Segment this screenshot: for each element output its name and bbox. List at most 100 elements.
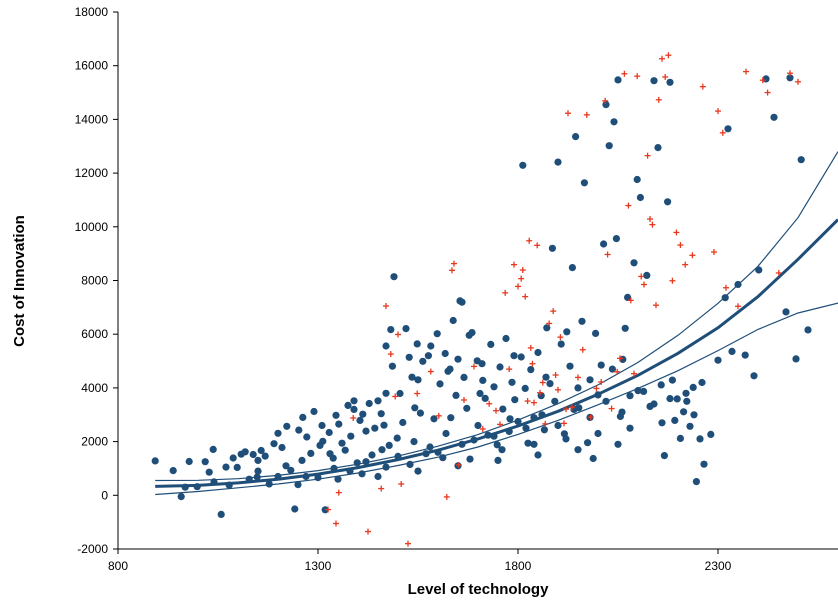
data-point-dot — [350, 405, 358, 413]
data-point-dot — [439, 454, 447, 462]
data-point-dot — [427, 342, 435, 350]
data-point-dot — [413, 340, 421, 348]
data-point-cross — [659, 55, 665, 62]
data-point-dot — [468, 329, 476, 337]
data-point-dot — [498, 446, 506, 454]
data-point-cross — [575, 374, 581, 381]
data-point-dot — [496, 363, 504, 371]
data-point-dot — [741, 351, 749, 359]
data-point-dot — [734, 280, 742, 289]
data-point-dot — [572, 133, 580, 141]
data-point-dot — [347, 432, 355, 440]
data-point-dot — [594, 391, 602, 399]
data-point-dot — [519, 161, 527, 169]
data-point-dot — [414, 467, 422, 475]
data-point-dot — [205, 468, 213, 476]
data-point-cross — [534, 242, 541, 249]
data-point-cross — [471, 363, 477, 370]
data-point-dot — [408, 373, 416, 381]
data-point-dot — [643, 271, 651, 279]
data-point-cross — [486, 400, 493, 407]
data-point-dot — [433, 330, 441, 338]
data-point-dot — [546, 380, 554, 388]
data-point-cross — [526, 237, 533, 244]
data-point-dot — [241, 448, 249, 456]
data-point-dot — [584, 439, 592, 447]
data-point-cross — [493, 407, 499, 414]
data-point-dot — [225, 481, 233, 489]
data-point-dot — [514, 417, 522, 426]
data-point-cross — [649, 221, 656, 228]
data-point-cross — [604, 251, 611, 258]
data-point-cross — [569, 404, 575, 411]
data-point-cross — [735, 303, 741, 310]
tick-labels: -2000 0 2000 4000 6000 8000 10000 12000 14000 160… — [75, 5, 732, 573]
data-point-dot — [676, 434, 685, 442]
y-tick-label: 0 — [101, 488, 108, 502]
data-point-dot — [341, 446, 349, 454]
data-point-cross — [614, 368, 621, 375]
data-point-cross — [529, 360, 536, 367]
data-point-dot — [714, 356, 722, 364]
data-point-dot — [410, 438, 418, 446]
data-point-dot — [668, 376, 677, 384]
data-point-cross — [634, 73, 641, 80]
data-point-cross — [587, 414, 594, 421]
data-point-dot — [442, 429, 450, 438]
data-point-dot — [217, 510, 225, 518]
data-point-dot — [380, 421, 388, 429]
data-point-cross — [715, 108, 721, 115]
data-point-dot — [474, 421, 482, 430]
data-point-cross — [519, 267, 526, 274]
data-point-dot — [782, 308, 790, 316]
data-point-dot — [436, 380, 444, 388]
data-point-dot — [382, 342, 390, 350]
data-point-dot — [621, 324, 629, 332]
data-point-cross — [565, 110, 571, 117]
data-point-cross — [764, 89, 771, 96]
data-point-cross — [743, 68, 749, 75]
data-point-dot — [365, 399, 373, 408]
data-point-cross — [759, 77, 766, 84]
data-point-dot — [484, 431, 492, 439]
data-point-dot — [387, 326, 395, 334]
data-point-cross — [557, 334, 564, 341]
data-point-dot — [770, 113, 778, 121]
data-point-dot — [390, 273, 398, 281]
data-point-cross — [387, 351, 394, 358]
data-point-dot — [634, 387, 642, 395]
data-point-dot — [319, 437, 327, 445]
data-point-dot — [619, 355, 627, 363]
data-point-dot — [487, 340, 495, 348]
data-point-dot — [298, 456, 306, 464]
data-point-dot — [696, 435, 704, 443]
data-point-dot — [506, 415, 514, 423]
data-point-dot — [562, 435, 570, 443]
data-point-dot — [548, 244, 557, 252]
data-point-cross — [455, 461, 462, 468]
data-point-dot — [454, 355, 462, 363]
data-point-cross — [542, 420, 549, 427]
data-point-cross — [524, 398, 531, 405]
data-point-dot — [490, 432, 498, 440]
data-point-cross — [398, 481, 405, 488]
data-point-dot — [534, 451, 542, 459]
data-point-dot — [419, 357, 427, 365]
data-point-cross — [662, 73, 669, 80]
data-point-dot — [636, 193, 645, 202]
data-point-cross — [383, 303, 389, 310]
data-point-dot — [382, 389, 390, 397]
data-point-cross — [699, 83, 706, 90]
x-tick-label: 1300 — [305, 559, 332, 573]
data-point-dot — [460, 373, 468, 381]
data-point-dot — [406, 460, 414, 468]
data-point-dot — [411, 404, 419, 412]
data-point-dot — [574, 446, 582, 454]
data-point-cross — [515, 283, 521, 290]
data-point-cross — [631, 370, 637, 377]
data-point-dot — [671, 416, 679, 424]
data-point-cross — [787, 70, 793, 77]
data-point-dot — [563, 328, 571, 336]
data-point-dot — [426, 443, 434, 451]
